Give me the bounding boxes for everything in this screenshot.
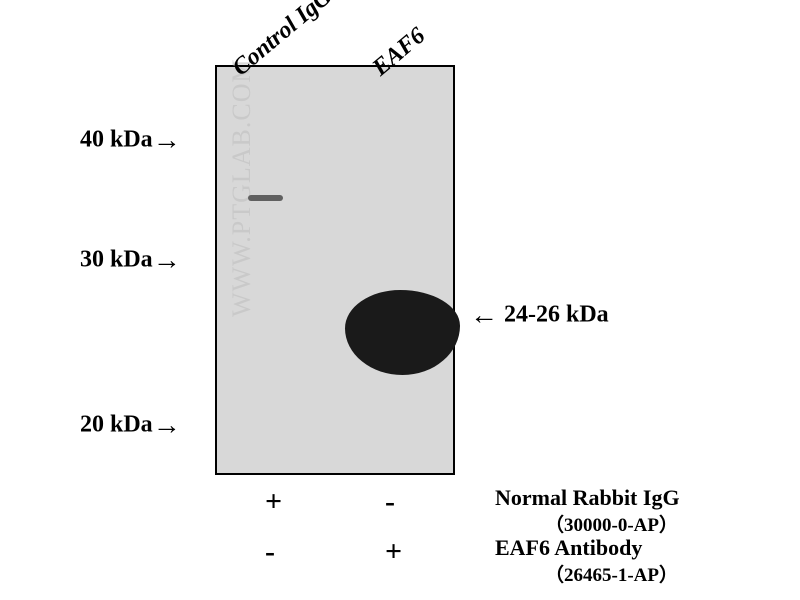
- row1-lane1: +: [265, 485, 282, 519]
- row1-label: Normal Rabbit IgG: [495, 485, 680, 511]
- row2-sublabel: （26465-1-AP）: [545, 560, 678, 587]
- row2-lane1: -: [265, 535, 275, 569]
- row1-sublabel: （30000-0-AP）: [545, 510, 678, 537]
- arrow-icon: →: [153, 410, 181, 442]
- faint-band-control: [248, 195, 283, 201]
- marker-20: 20 kDa→: [80, 410, 181, 442]
- row2-label: EAF6 Antibody: [495, 535, 642, 561]
- marker-30-text: 30 kDa: [80, 247, 153, 273]
- figure-container: WWW.PTGLAB.COM Control IgG EAF6 40 kDa→ …: [0, 0, 800, 600]
- arrow-icon: →: [153, 125, 181, 157]
- marker-20-text: 20 kDa: [80, 412, 153, 438]
- row1-lane2: -: [385, 485, 395, 519]
- result-marker: ← 24-26 kDa: [470, 300, 609, 332]
- arrow-icon: →: [153, 245, 181, 277]
- marker-30: 30 kDa→: [80, 245, 181, 277]
- blot-image: WWW.PTGLAB.COM: [215, 65, 455, 475]
- watermark-text: WWW.PTGLAB.COM: [227, 58, 257, 317]
- marker-40-text: 40 kDa: [80, 127, 153, 153]
- arrow-left-icon: ←: [470, 300, 498, 332]
- row2-lane2: +: [385, 535, 402, 569]
- result-marker-text: 24-26 kDa: [504, 302, 609, 328]
- marker-40: 40 kDa→: [80, 125, 181, 157]
